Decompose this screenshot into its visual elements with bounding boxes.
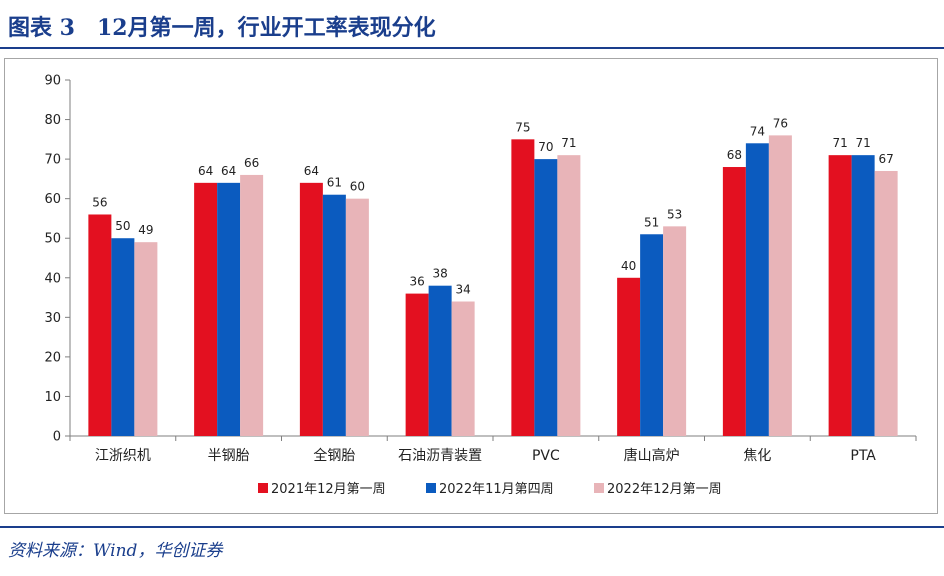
legend-label: 2022年12月第一周 bbox=[607, 482, 722, 497]
bar bbox=[217, 182, 241, 436]
data-label: 38 bbox=[432, 267, 447, 281]
data-label: 70 bbox=[538, 140, 553, 154]
bar bbox=[240, 174, 264, 436]
category-label: 江浙织机 bbox=[95, 448, 151, 464]
bar bbox=[322, 194, 346, 436]
chart-frame bbox=[4, 58, 938, 514]
bar bbox=[828, 155, 852, 436]
category-label: PTA bbox=[850, 448, 876, 464]
data-label: 64 bbox=[221, 164, 236, 178]
data-label: 60 bbox=[350, 180, 365, 194]
data-label: 40 bbox=[621, 259, 636, 273]
bar bbox=[851, 155, 875, 436]
data-label: 64 bbox=[198, 164, 213, 178]
legend-label: 2021年12月第一周 bbox=[271, 482, 386, 497]
y-tick-label: 0 bbox=[53, 430, 61, 445]
bar bbox=[663, 226, 687, 436]
y-tick-label: 90 bbox=[44, 74, 61, 89]
legend-swatch bbox=[258, 483, 268, 493]
bar bbox=[722, 167, 746, 436]
bar bbox=[511, 139, 535, 437]
category-label: 半钢胎 bbox=[208, 448, 250, 464]
legend-swatch bbox=[594, 483, 604, 493]
title-rule bbox=[0, 47, 944, 49]
y-tick-label: 50 bbox=[44, 232, 61, 247]
y-tick-label: 70 bbox=[44, 153, 61, 168]
data-label: 36 bbox=[409, 275, 424, 289]
category-label: 石油沥青装置 bbox=[398, 448, 482, 464]
data-label: 53 bbox=[667, 207, 682, 221]
bar bbox=[134, 242, 158, 436]
y-tick-label: 20 bbox=[44, 350, 61, 365]
bar bbox=[428, 285, 452, 436]
data-label: 75 bbox=[515, 120, 530, 134]
data-label: 71 bbox=[855, 136, 870, 150]
data-label: 56 bbox=[92, 195, 107, 209]
bar bbox=[557, 155, 581, 436]
figure-title: 图表 3 12月第一周，行业开工率表现分化 bbox=[8, 15, 436, 41]
data-label: 61 bbox=[327, 176, 342, 190]
bar bbox=[617, 277, 641, 436]
bar bbox=[88, 214, 112, 436]
category-label: 唐山高炉 bbox=[624, 447, 680, 464]
data-label: 71 bbox=[832, 136, 847, 150]
bar bbox=[299, 182, 323, 436]
data-label: 50 bbox=[115, 219, 130, 233]
bar bbox=[345, 198, 369, 436]
category-label: PVC bbox=[532, 448, 560, 464]
bar bbox=[111, 238, 135, 436]
data-label: 51 bbox=[644, 215, 659, 229]
data-label: 64 bbox=[304, 164, 319, 178]
data-label: 76 bbox=[773, 116, 788, 130]
data-label: 34 bbox=[455, 283, 470, 297]
y-tick-label: 10 bbox=[44, 390, 61, 405]
y-tick-label: 80 bbox=[44, 113, 61, 128]
bar bbox=[405, 293, 429, 436]
bar bbox=[768, 135, 792, 436]
bar bbox=[745, 143, 769, 437]
data-label: 67 bbox=[878, 152, 893, 166]
category-label: 全钢胎 bbox=[313, 447, 355, 464]
legend-label: 2022年11月第四周 bbox=[439, 482, 554, 497]
data-label: 49 bbox=[138, 223, 153, 237]
category-label: 焦化 bbox=[743, 448, 771, 464]
bar bbox=[874, 170, 898, 436]
legend-swatch bbox=[426, 483, 436, 493]
bar bbox=[451, 301, 475, 436]
data-label: 68 bbox=[727, 148, 742, 162]
footer-rule bbox=[0, 526, 944, 528]
data-label: 66 bbox=[244, 156, 259, 170]
y-tick-label: 30 bbox=[44, 311, 61, 326]
y-tick-label: 60 bbox=[44, 192, 61, 207]
bar bbox=[640, 234, 664, 436]
y-tick-label: 40 bbox=[44, 271, 61, 286]
bar bbox=[534, 159, 558, 436]
source-note: 资料来源：Wind，华创证券 bbox=[8, 541, 223, 561]
data-label: 74 bbox=[750, 124, 765, 138]
bar bbox=[194, 182, 218, 436]
data-label: 71 bbox=[561, 136, 576, 150]
